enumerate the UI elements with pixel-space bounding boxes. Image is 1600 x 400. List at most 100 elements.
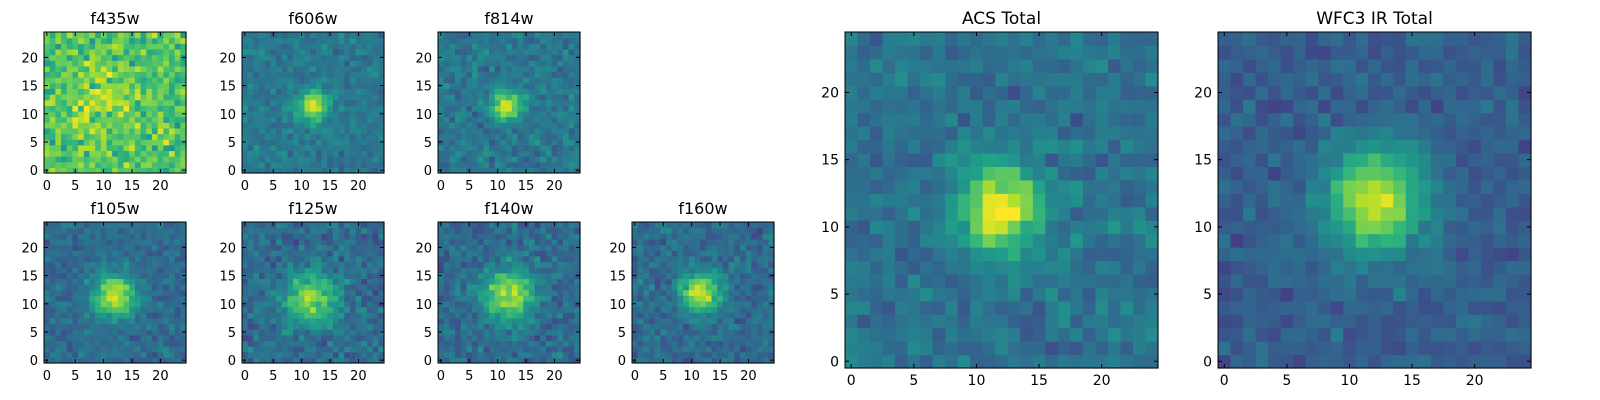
heatmap-cell [95,329,102,336]
heatmap-cell [298,105,306,112]
heatmap-cell [355,346,362,353]
heatmap-cell [545,300,553,308]
heatmap-cell [304,144,311,152]
heatmap-cell [957,220,971,235]
heatmap-cell [895,273,909,288]
heatmap-cell [511,60,519,67]
heatmap-cell [140,99,147,106]
heatmap-cell [562,150,570,157]
heatmap-cell [106,329,113,336]
heatmap-cell [372,267,379,274]
heatmap-cell [528,295,536,302]
heatmap-cell [321,300,328,308]
heatmap-cell [298,82,306,89]
heatmap-cell [649,261,656,268]
heatmap-cell [728,317,735,325]
heatmap-cell [72,48,79,56]
y-tick-label: 20 [219,241,236,256]
heatmap-cell [455,272,462,279]
heatmap-cell [654,267,661,274]
heatmap-cell [78,105,85,112]
heatmap-cell [705,340,713,347]
heatmap-cell [344,312,351,319]
heatmap-cell [654,238,661,246]
heatmap-cell [1132,179,1147,194]
heatmap-cell [562,289,570,296]
heatmap-cell [711,233,718,240]
heatmap-cell [61,300,68,308]
heatmap-cell [455,289,462,296]
heatmap-cell [332,60,340,67]
heatmap-cell [293,346,300,353]
heatmap-cell [1145,341,1159,356]
heatmap-cell [66,127,73,135]
heatmap-cell [304,329,311,336]
heatmap-cell [338,323,345,330]
heatmap-cell [500,346,507,353]
heatmap-cell [494,306,502,313]
heatmap-cell [270,329,277,336]
heatmap-cell [366,122,374,129]
heatmap-cell [666,255,673,263]
heatmap-cell [49,306,56,313]
heatmap-cell [932,179,946,194]
heatmap-cell [557,351,564,358]
heatmap-cell [259,250,266,257]
heatmap-cell [89,88,96,95]
heatmap-cell [500,82,507,89]
heatmap-cell [146,133,153,140]
heatmap-cell [517,139,524,146]
heatmap-cell [489,233,496,240]
heatmap-cell [545,284,553,291]
heatmap-cell [134,295,142,302]
heatmap-cell [338,238,345,246]
heatmap-cell [349,255,357,263]
heatmap-cell [66,295,73,302]
heatmap-cell [1070,287,1084,302]
heatmap-cell [140,139,147,146]
heatmap-cell [100,60,108,67]
heatmap-cell [562,244,570,251]
heatmap-cell [89,334,96,342]
x-tick-label: 0 [437,369,445,384]
heatmap-cell [477,312,485,319]
heatmap-cell [123,267,130,274]
heatmap-cell [332,340,340,347]
heatmap-cell [355,250,362,257]
heatmap-cell [666,222,673,229]
heatmap-cell [276,77,283,84]
heatmap-cell [72,65,79,73]
heatmap-cell [100,340,108,347]
heatmap-cell [460,306,467,313]
heatmap-cell [895,327,909,342]
heatmap-cell [49,99,56,106]
heatmap-cell [568,54,575,61]
heatmap-cell [89,161,96,168]
heatmap-cell [123,222,130,229]
heatmap-cell [637,272,644,279]
heatmap-cell [344,329,351,336]
heatmap-cell [449,300,456,308]
heatmap-cell [259,289,266,296]
heatmap-cell [443,323,450,330]
heatmap-cell [574,284,581,291]
heatmap-cell [163,94,170,101]
heatmap-cell [671,351,679,358]
heatmap-cell [870,247,884,262]
heatmap-cell [1070,273,1084,288]
heatmap-cell [117,351,125,358]
heatmap-cell [168,71,176,78]
heatmap-cell [483,267,490,274]
heatmap-cell [982,166,996,181]
heatmap-cell [315,105,323,112]
heatmap-cell [168,267,176,274]
heatmap-cell [654,357,661,364]
heatmap-cell [751,323,758,330]
heatmap-cell [557,54,564,61]
heatmap-cell [455,323,462,330]
heatmap-cell [83,300,91,308]
heatmap-cell [276,351,283,358]
heatmap-cell [298,161,306,168]
heatmap-cell [66,167,73,174]
heatmap-cell [100,156,108,163]
